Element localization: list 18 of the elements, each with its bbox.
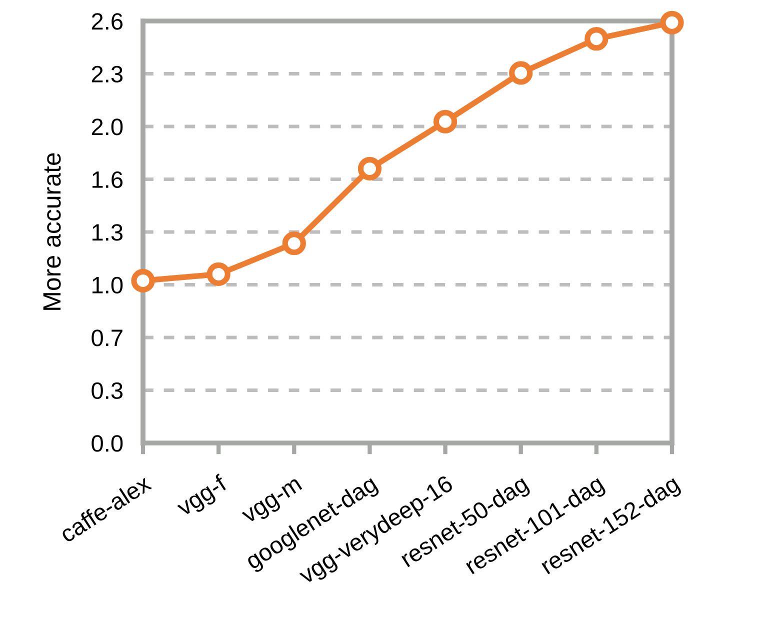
y-tick-label: 2.0 [92,118,123,136]
y-tick-label: 0.3 [92,382,123,400]
point [509,61,533,85]
y-tick-label: 2.3 [92,66,123,83]
point [131,268,155,292]
y-tick-label: 1.0 [92,276,123,294]
y-axis-title: More accurate [43,153,61,310]
point [206,262,230,286]
point [584,27,608,51]
y-tick-label: 1.3 [92,224,123,241]
y-tick-label: 0.0 [92,435,123,452]
point [660,10,684,34]
y-tick-label: 2.6 [92,13,123,30]
point [358,156,382,181]
y-tick-label: 1.6 [92,171,123,188]
point [433,110,458,134]
y-tick-label: 0.7 [92,330,122,346]
point [282,232,306,256]
